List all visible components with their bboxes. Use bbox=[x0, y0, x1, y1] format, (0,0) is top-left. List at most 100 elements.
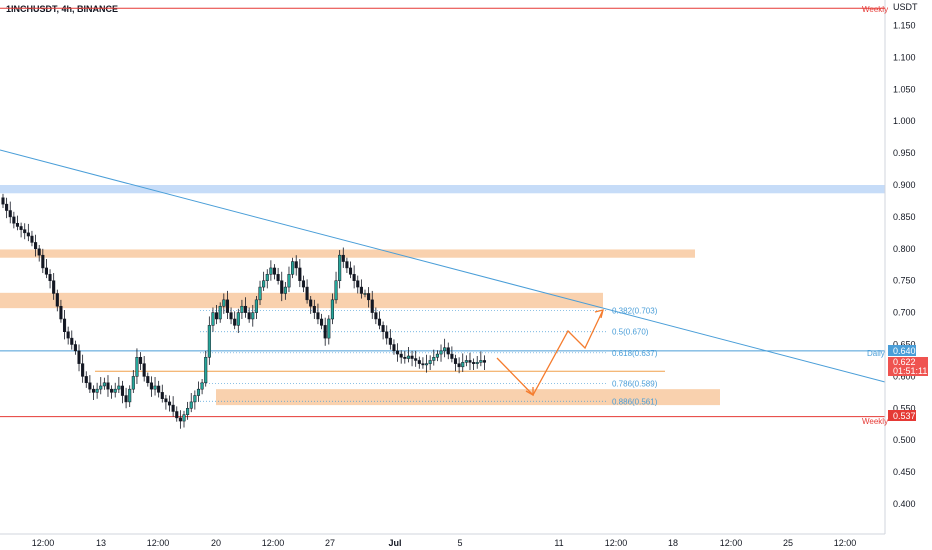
daily-label: Daily bbox=[867, 349, 885, 358]
time-tick: 12:00 bbox=[605, 538, 628, 548]
candle-body bbox=[283, 286, 287, 294]
candle-body bbox=[450, 353, 454, 359]
candle-body bbox=[385, 331, 389, 339]
weekly-price-tag: 0.537 bbox=[888, 410, 916, 421]
weekly-top-label: Weekly bbox=[862, 5, 888, 14]
candle-body bbox=[479, 360, 483, 363]
candle-body bbox=[182, 414, 186, 422]
candle-body bbox=[338, 254, 342, 281]
candle-body bbox=[30, 235, 34, 243]
candle-body bbox=[233, 318, 237, 326]
time-tick: 20 bbox=[211, 538, 221, 548]
fib-label: 0.886(0.561) bbox=[612, 397, 658, 406]
fib-label: 0.5(0.670) bbox=[612, 328, 649, 337]
price-zone[interactable] bbox=[0, 185, 885, 194]
candle-body bbox=[146, 376, 150, 384]
candle-body bbox=[356, 280, 360, 288]
price-zone[interactable] bbox=[0, 292, 603, 309]
candle-body bbox=[124, 395, 128, 403]
candle-body bbox=[316, 312, 320, 320]
candle-body bbox=[417, 360, 421, 364]
candle-body bbox=[475, 362, 479, 364]
candle-body bbox=[240, 305, 244, 313]
candle-body bbox=[164, 398, 168, 403]
candle-body bbox=[482, 360, 487, 363]
candle-body bbox=[309, 299, 313, 307]
candle-body bbox=[370, 299, 374, 313]
price-tick: 0.700 bbox=[893, 308, 916, 318]
candle-body bbox=[139, 357, 143, 364]
time-tick: 11 bbox=[554, 538, 563, 548]
candle-body bbox=[99, 385, 103, 390]
candle-body bbox=[171, 404, 175, 412]
candle-body bbox=[348, 267, 353, 275]
candle-body bbox=[157, 385, 161, 393]
candle-body bbox=[247, 312, 251, 320]
candle-body bbox=[269, 267, 273, 275]
candle-body bbox=[439, 350, 443, 355]
candle-body bbox=[77, 350, 81, 364]
candle-body bbox=[48, 274, 52, 281]
candle-body bbox=[200, 382, 204, 390]
candle-body bbox=[446, 347, 450, 355]
candle-body bbox=[186, 408, 190, 415]
candle-body bbox=[276, 274, 280, 281]
candle-body bbox=[106, 382, 110, 390]
candle-body bbox=[243, 305, 248, 313]
candle-body bbox=[178, 417, 182, 422]
candle-body bbox=[421, 363, 425, 366]
candle-body bbox=[258, 286, 262, 301]
candle-body bbox=[428, 360, 432, 364]
candle-body bbox=[41, 254, 45, 269]
candle-body bbox=[23, 229, 27, 234]
candle-body bbox=[305, 286, 309, 301]
candle-body bbox=[359, 286, 363, 294]
candle-body bbox=[52, 280, 56, 294]
candle-body bbox=[396, 350, 400, 355]
candle-body bbox=[367, 293, 371, 301]
price-tick: 0.600 bbox=[893, 371, 916, 381]
candle-body bbox=[204, 357, 208, 384]
candle-body bbox=[312, 305, 316, 313]
candles-layer bbox=[1, 193, 487, 429]
candle-body bbox=[66, 331, 70, 339]
candle-body bbox=[88, 382, 92, 390]
candle-body bbox=[399, 353, 403, 358]
candle-body bbox=[236, 312, 240, 326]
fib-label: 0.786(0.589) bbox=[612, 379, 658, 388]
candle-body bbox=[403, 357, 407, 359]
candle-body bbox=[222, 299, 226, 307]
candle-body bbox=[19, 226, 23, 230]
time-tick: 25 bbox=[783, 538, 793, 548]
candle-body bbox=[265, 274, 269, 281]
candle-body bbox=[135, 357, 139, 377]
projection-arrow[interactable] bbox=[496, 309, 604, 397]
candle-body bbox=[44, 267, 48, 275]
candle-body bbox=[218, 305, 222, 320]
price-axis[interactable]: USDT bbox=[884, 0, 932, 550]
price-tick: 0.500 bbox=[893, 435, 916, 445]
candle-body bbox=[330, 299, 334, 320]
candle-body bbox=[414, 358, 418, 361]
candle-body bbox=[128, 388, 132, 403]
candle-body bbox=[73, 344, 77, 352]
candle-body bbox=[345, 261, 349, 269]
candle-body bbox=[84, 376, 88, 384]
time-ticks: 12:00 13 12:00 20 12:00 27 Jul 5 11 12:00 18 12:00 2… bbox=[32, 538, 857, 548]
candle-body bbox=[211, 312, 215, 326]
candle-body bbox=[388, 337, 392, 345]
candle-body bbox=[15, 223, 20, 227]
price-zone[interactable] bbox=[0, 249, 695, 258]
candle-body bbox=[193, 395, 197, 403]
descending-trendline[interactable] bbox=[0, 149, 886, 383]
time-tick: 5 bbox=[457, 538, 462, 548]
candle-body bbox=[91, 388, 96, 393]
candle-body bbox=[435, 353, 439, 358]
candle-body bbox=[1, 197, 5, 205]
candle-body bbox=[62, 318, 67, 332]
arrow-head-up bbox=[594, 309, 604, 319]
candle-body bbox=[251, 312, 255, 320]
price-tick: 0.650 bbox=[893, 340, 916, 350]
candle-body bbox=[102, 382, 106, 387]
